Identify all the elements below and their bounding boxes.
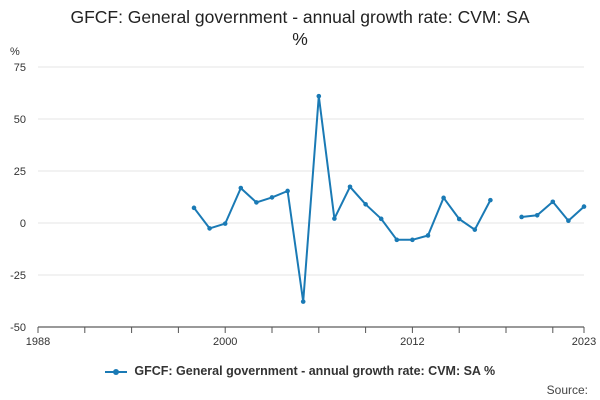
data-point <box>581 204 587 209</box>
y-tick-label: 25 <box>14 166 26 178</box>
data-point <box>519 214 524 220</box>
y-tick-label: -50 <box>10 322 26 334</box>
data-point <box>332 216 337 221</box>
chart-title: GFCF: General government - annual growth… <box>0 6 600 50</box>
data-point <box>222 221 228 226</box>
source-label: Source: <box>546 383 588 397</box>
data-point <box>394 237 400 243</box>
legend-line-marker-icon <box>104 366 127 378</box>
series-line <box>521 200 585 222</box>
y-tick-label: 75 <box>14 62 26 74</box>
data-point <box>363 201 368 207</box>
data-point <box>285 188 290 194</box>
data-point <box>191 205 197 211</box>
chart-title-line-1: GFCF: General government - annual growth… <box>70 7 530 27</box>
legend-series-label: GFCF: General government - annual growth… <box>134 364 496 378</box>
data-point <box>425 233 431 238</box>
data-point <box>300 299 306 304</box>
data-point <box>456 216 462 222</box>
data-point <box>238 185 244 191</box>
x-tick-label: 2012 <box>400 336 424 348</box>
data-point <box>566 218 571 224</box>
data-point <box>316 93 322 99</box>
data-point <box>269 195 275 200</box>
x-tick-label: 2000 <box>213 336 237 348</box>
data-point <box>207 226 212 231</box>
x-tick-label: 1988 <box>26 336 50 348</box>
data-point <box>550 199 556 205</box>
chart-title-line-2: % <box>292 29 308 49</box>
data-point <box>488 197 493 203</box>
series-line <box>193 95 492 303</box>
data-point <box>378 216 384 222</box>
x-tick-label: 2023 <box>572 336 596 348</box>
y-tick-label: 50 <box>14 114 26 126</box>
data-point <box>410 237 415 243</box>
data-point <box>534 213 540 218</box>
y-tick-label: 0 <box>20 218 26 230</box>
data-point <box>347 184 353 190</box>
data-point <box>472 227 478 232</box>
y-axis-unit-label: % <box>10 46 20 58</box>
legend[interactable]: GFCF: General government - annual growth… <box>0 364 600 378</box>
y-tick-label: -25 <box>10 270 26 282</box>
data-point <box>441 195 446 201</box>
data-point <box>254 200 259 205</box>
